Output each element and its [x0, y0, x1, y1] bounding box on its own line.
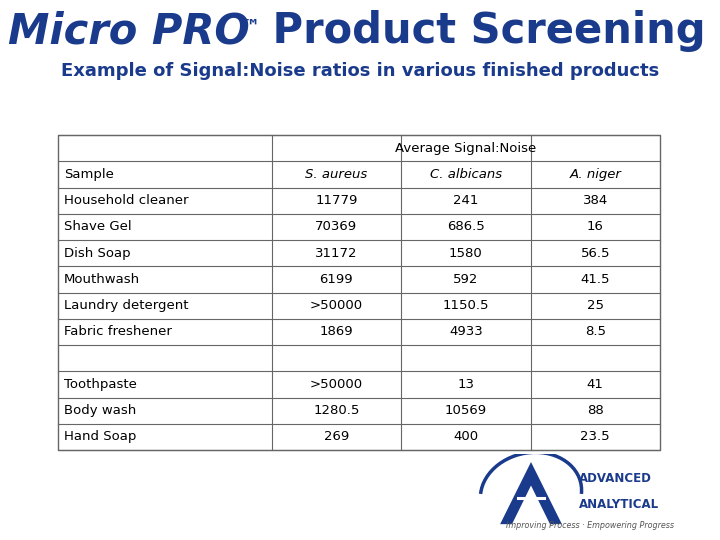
Text: 16: 16 [587, 220, 604, 233]
Text: Laundry detergent: Laundry detergent [64, 299, 188, 312]
Text: 41.5: 41.5 [580, 273, 610, 286]
Text: 25: 25 [587, 299, 604, 312]
Text: Improving Process · Empowering Progress: Improving Process · Empowering Progress [506, 521, 675, 530]
Text: Body wash: Body wash [64, 404, 136, 417]
Text: Toothpaste: Toothpaste [64, 378, 137, 391]
Text: 11779: 11779 [315, 194, 358, 207]
Text: >50000: >50000 [310, 299, 363, 312]
Text: Sample: Sample [64, 168, 114, 181]
Text: 269: 269 [324, 430, 349, 443]
Text: 592: 592 [453, 273, 479, 286]
Text: Shave Gel: Shave Gel [64, 220, 131, 233]
Text: ™: ™ [240, 18, 259, 37]
Text: 400: 400 [454, 430, 478, 443]
Text: 1580: 1580 [449, 247, 482, 260]
Text: >50000: >50000 [310, 378, 363, 391]
Text: Product Screening Results: Product Screening Results [258, 10, 720, 52]
Text: 70369: 70369 [315, 220, 358, 233]
Text: Micro PRO: Micro PRO [8, 10, 250, 52]
Text: S. aureus: S. aureus [305, 168, 367, 181]
Text: 686.5: 686.5 [447, 220, 485, 233]
Text: 56.5: 56.5 [580, 247, 610, 260]
Text: 31172: 31172 [315, 247, 358, 260]
Text: 88: 88 [587, 404, 603, 417]
Text: 241: 241 [453, 194, 479, 207]
Text: 1280.5: 1280.5 [313, 404, 359, 417]
Text: 41: 41 [587, 378, 604, 391]
Text: 1150.5: 1150.5 [443, 299, 489, 312]
Text: 4933: 4933 [449, 326, 482, 339]
Text: Dish Soap: Dish Soap [64, 247, 130, 260]
Text: C. albicans: C. albicans [430, 168, 502, 181]
Text: 6199: 6199 [320, 273, 354, 286]
Text: 1869: 1869 [320, 326, 354, 339]
Text: A. niger: A. niger [570, 168, 621, 181]
Text: 10569: 10569 [445, 404, 487, 417]
Text: 23.5: 23.5 [580, 430, 610, 443]
Text: Hand Soap: Hand Soap [64, 430, 136, 443]
Text: Mouthwash: Mouthwash [64, 273, 140, 286]
Text: 384: 384 [582, 194, 608, 207]
Text: Household cleaner: Household cleaner [64, 194, 188, 207]
Text: 8.5: 8.5 [585, 326, 606, 339]
Text: Fabric freshener: Fabric freshener [64, 326, 171, 339]
Text: ANALYTICAL: ANALYTICAL [579, 497, 659, 510]
Text: Example of Signal:Noise ratios in various finished products: Example of Signal:Noise ratios in variou… [61, 62, 659, 80]
Polygon shape [500, 462, 562, 524]
Text: 13: 13 [457, 378, 474, 391]
Text: ADVANCED: ADVANCED [579, 472, 652, 485]
Text: Average Signal:Noise: Average Signal:Noise [395, 141, 536, 154]
